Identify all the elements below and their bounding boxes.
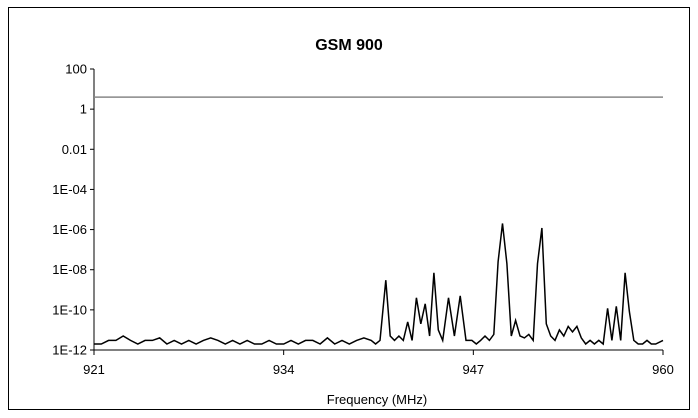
y-tick-label: 1E-06	[52, 222, 87, 237]
x-tick-label: 921	[83, 362, 105, 377]
x-tick-label: 960	[652, 362, 674, 377]
series-line	[94, 223, 664, 346]
y-tick-label: 1E-10	[52, 302, 87, 317]
y-tick-label: 1	[80, 102, 87, 117]
chart-area: GSM 900	[8, 7, 690, 410]
y-tick-label: 1E-08	[52, 262, 87, 277]
y-tick-label: 0.01	[62, 142, 87, 157]
x-tick-label: 947	[462, 362, 484, 377]
x-axis-title: Frequency (MHz)	[327, 392, 427, 407]
series-0	[94, 223, 664, 346]
y-tick-label: 100	[65, 62, 87, 77]
axes: 1E-12 1E-10 1E-08 1E-06 1E-04 0.01 1 100 921 934 9…	[52, 62, 674, 378]
chart-title: GSM 900	[315, 37, 383, 54]
x-tick-label: 934	[273, 362, 295, 377]
series-layer	[94, 96, 664, 346]
y-tick-label: 1E-04	[52, 182, 87, 197]
y-tick-label: 1E-12	[52, 343, 87, 358]
